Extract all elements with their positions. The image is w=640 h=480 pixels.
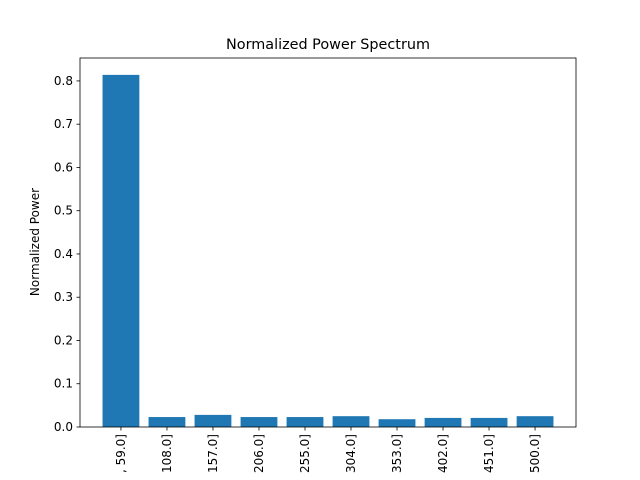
y-tick-label: 0.1 — [54, 377, 73, 391]
x-tick-label: 304.0] — [344, 434, 358, 473]
y-tick-label: 0.8 — [54, 74, 73, 88]
chart-title: Normalized Power Spectrum — [226, 37, 430, 53]
x-tick-label: 255.0] — [298, 434, 312, 473]
y-tick-label: 0.7 — [54, 117, 73, 131]
y-tick-label: 0.3 — [54, 290, 73, 304]
x-tick-label: 353.0] — [390, 434, 404, 473]
bar — [424, 417, 462, 427]
bar — [102, 74, 140, 428]
x-tick-label: 500.0] — [528, 434, 542, 473]
x-tick-label: , 59.0] — [114, 434, 128, 473]
x-tick-label: 402.0] — [436, 434, 450, 473]
plot-frame — [79, 57, 577, 428]
bar — [240, 417, 278, 427]
x-tick-label: 451.0] — [482, 434, 496, 473]
bar — [194, 414, 232, 427]
x-tick-label: 157.0] — [206, 434, 220, 473]
y-tick-label: 0.0 — [54, 420, 73, 434]
bar — [516, 416, 554, 427]
bar — [148, 417, 186, 427]
bar — [378, 419, 416, 427]
bar — [332, 416, 370, 427]
y-tick-label: 0.5 — [54, 204, 73, 218]
y-tick-label: 0.4 — [54, 247, 73, 261]
bar — [470, 417, 508, 427]
bar — [286, 417, 324, 427]
y-axis-label: Normalized Power — [28, 188, 42, 296]
y-tick-label: 0.6 — [54, 160, 73, 174]
x-tick-label: 108.0] — [160, 434, 174, 473]
y-tick-label: 0.2 — [54, 333, 73, 347]
x-tick-label: 206.0] — [252, 434, 266, 473]
